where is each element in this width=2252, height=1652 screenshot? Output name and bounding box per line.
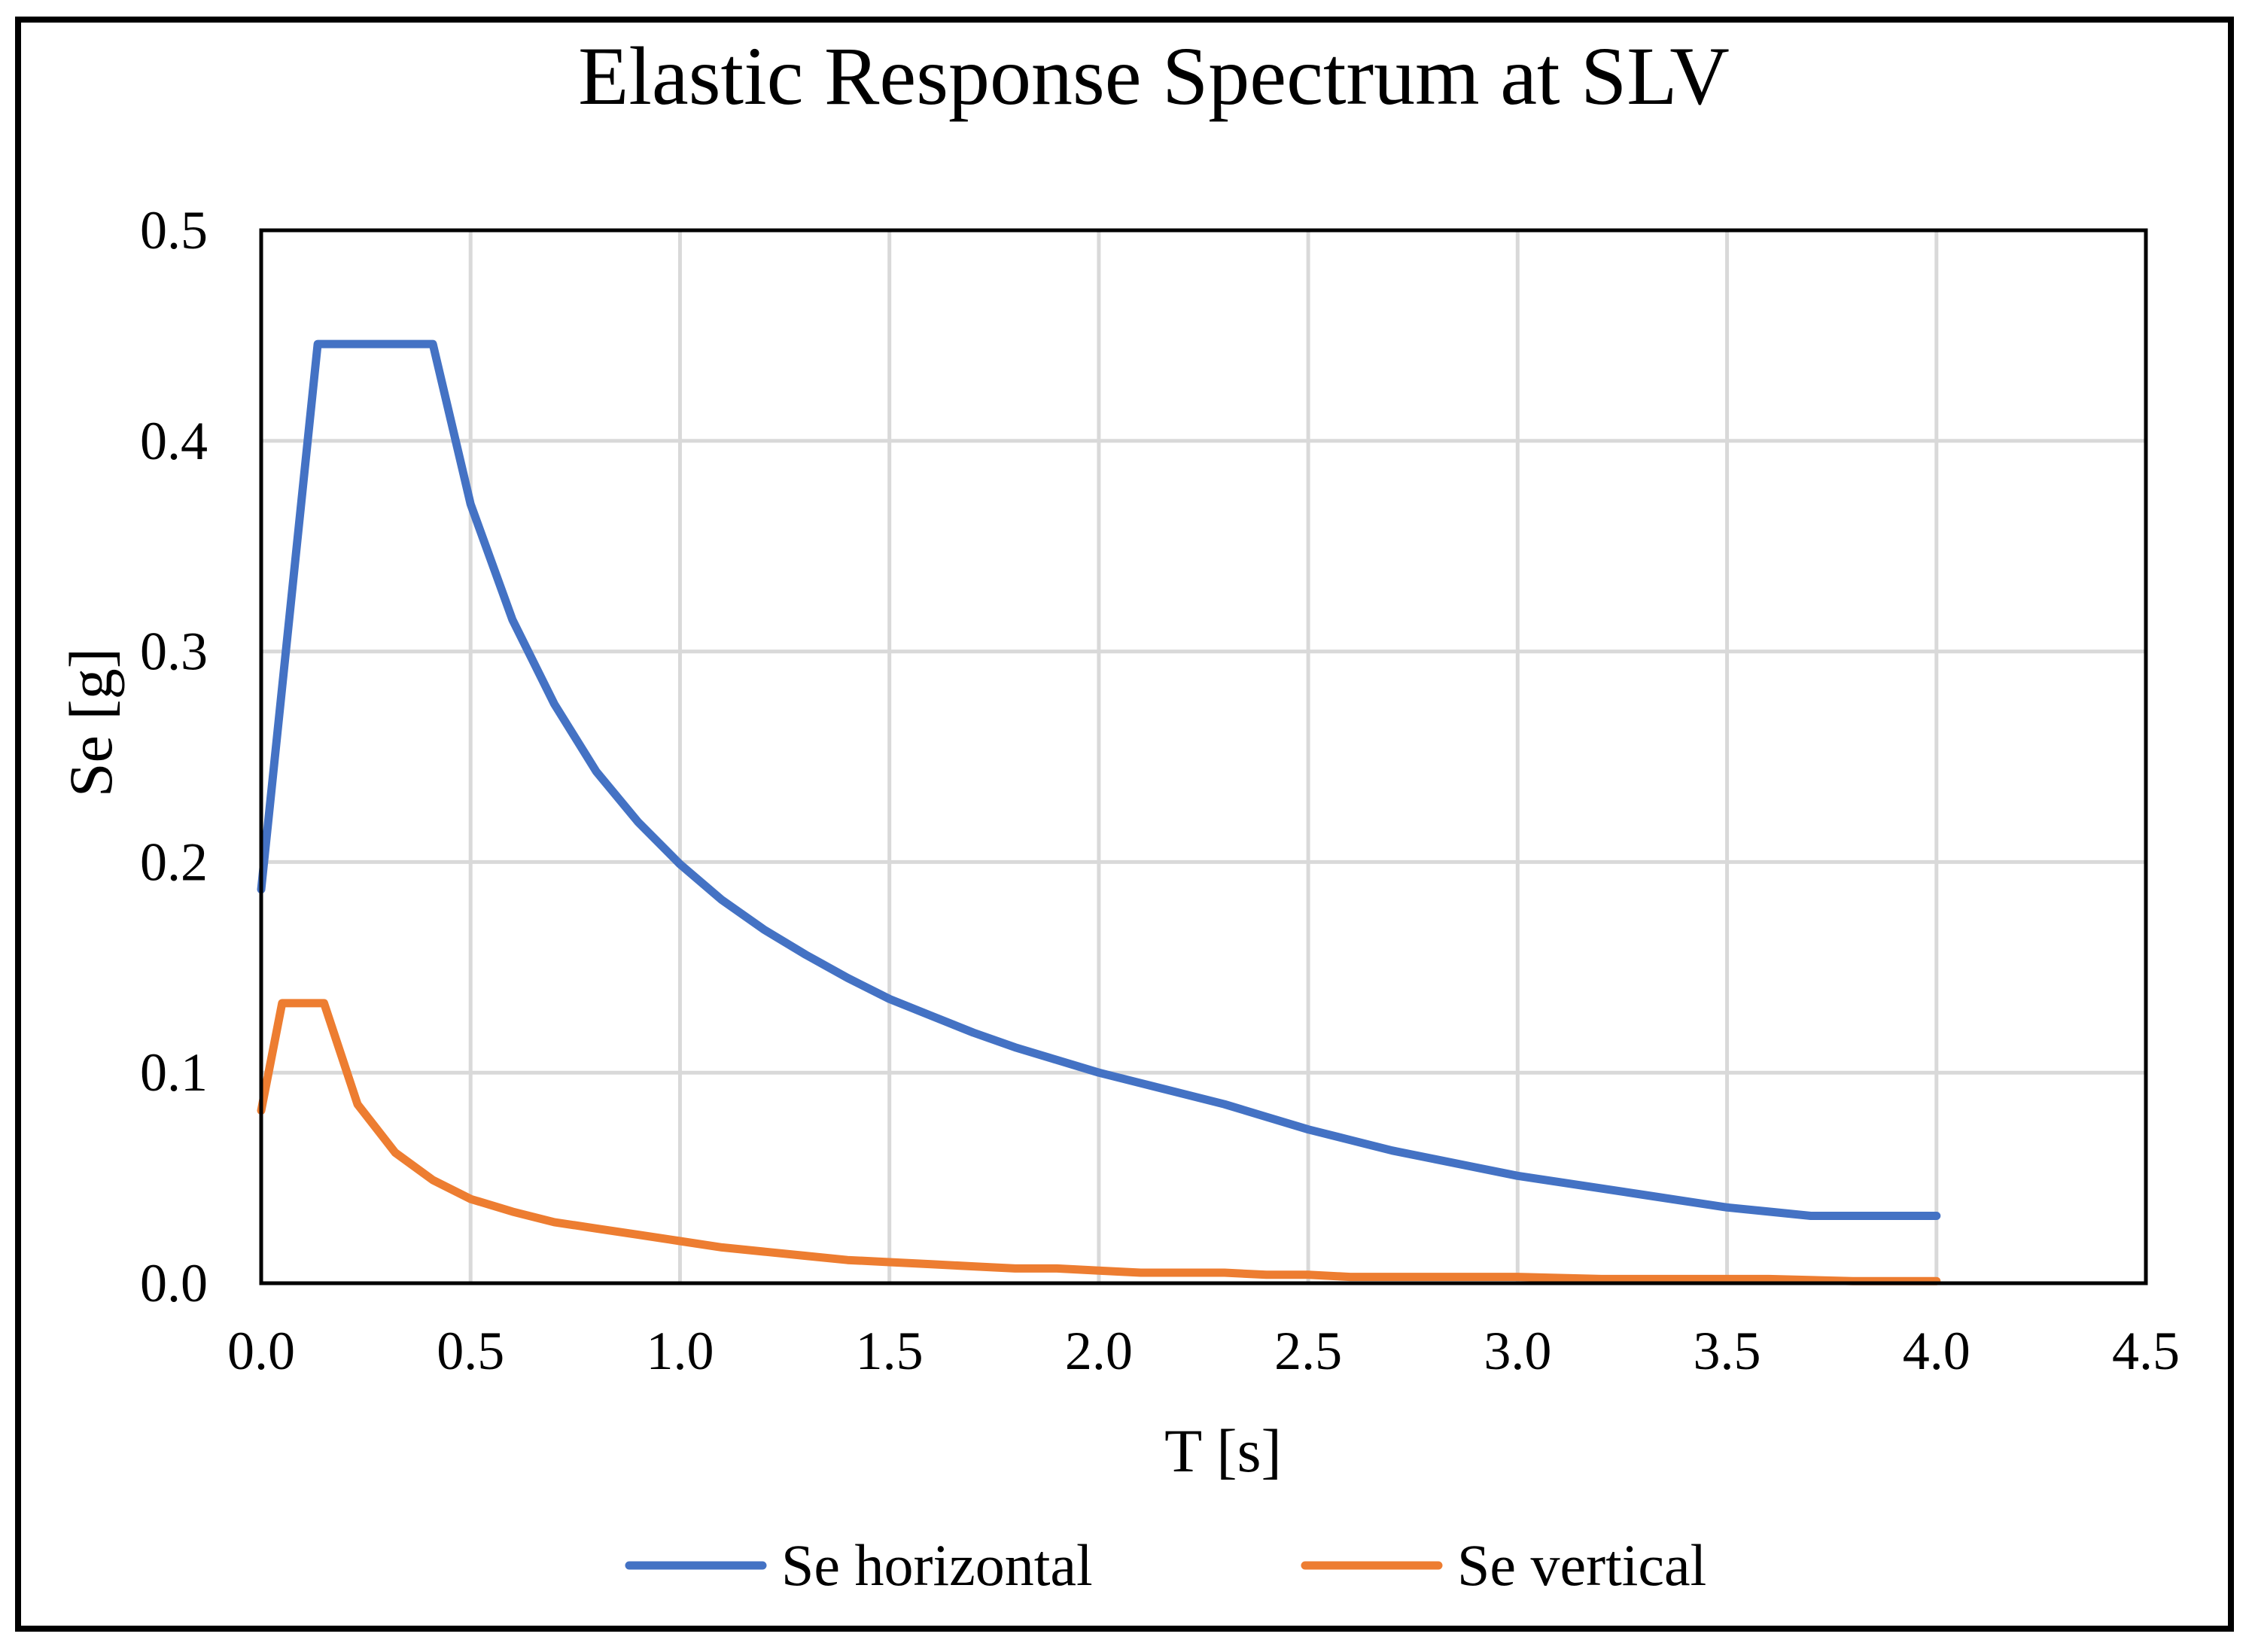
y-axis-ticks: 0.0 0.1 0.2 0.3 0.4 0.5 <box>140 200 208 1313</box>
y-tick-label: 0.1 <box>140 1042 208 1103</box>
chart-title: Elastic Response Spectrum at SLV <box>578 30 1730 122</box>
y-tick-label: 0.5 <box>140 200 208 260</box>
chart-canvas: Elastic Response Spectrum at SLV 0.00.10… <box>56 30 2180 1598</box>
x-tick-label: 0.0 <box>227 1321 295 1381</box>
x-tick-label: 3.5 <box>1694 1321 1761 1381</box>
x-tick-label: 3.0 <box>1484 1321 1551 1381</box>
x-tick-label: 4.0 <box>1903 1321 1970 1381</box>
y-axis-label: Se [g] <box>56 648 125 797</box>
x-tick-label: 1.0 <box>646 1321 714 1381</box>
gridlines <box>259 228 2148 1285</box>
x-axis-label: T [s] <box>1164 1416 1282 1485</box>
y-tick-label: 0.3 <box>140 622 208 682</box>
series-line-se-horizontal <box>257 339 1941 1220</box>
x-tick-label: 2.0 <box>1065 1321 1133 1381</box>
y-tick-label: 0.0 <box>140 1253 208 1313</box>
legend: Se horizontal Se vertical <box>625 1532 1706 1598</box>
x-tick-label: 2.5 <box>1274 1321 1342 1381</box>
legend-label-se-horizontal: Se horizontal <box>781 1532 1093 1598</box>
x-tick-label: 0.5 <box>437 1321 504 1381</box>
series-line-se-vertical <box>257 999 1941 1285</box>
x-tick-label: 1.5 <box>856 1321 924 1381</box>
x-axis-ticks: 0.0 0.5 1.0 1.5 2.0 2.5 3.0 3.5 4.0 4.5 <box>227 1321 2180 1381</box>
series-layer <box>257 339 1941 1285</box>
y-tick-label: 0.2 <box>140 832 208 892</box>
legend-label-se-vertical: Se vertical <box>1457 1532 1706 1598</box>
plot-area-border <box>259 228 2148 1285</box>
chart-frame: Elastic Response Spectrum at SLV 0.0 0.1 0… <box>15 17 2234 1632</box>
y-tick-label: 0.4 <box>140 411 208 471</box>
x-tick-label: 4.5 <box>2112 1321 2180 1381</box>
